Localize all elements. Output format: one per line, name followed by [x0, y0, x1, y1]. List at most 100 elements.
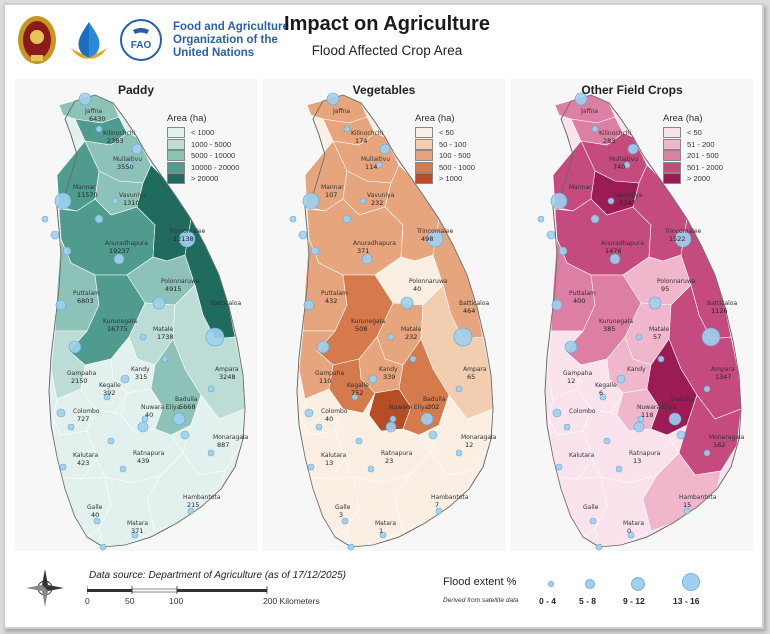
district-name-label: Jaffna	[332, 108, 350, 115]
flood-class-circle	[682, 573, 700, 591]
flood-class-label: 5 - 8	[579, 596, 597, 606]
district-value-label: 118	[641, 411, 653, 419]
district-name-label: Polonnaruwa	[161, 278, 200, 285]
district-name-label: Batticaloa	[707, 300, 737, 307]
district-value-label: 887	[217, 441, 229, 449]
flood-extent-marker	[379, 143, 391, 155]
legend-swatch	[663, 127, 681, 139]
district-matara	[594, 474, 658, 548]
legend-label: 500 - 1000	[439, 162, 475, 172]
district-value-label: 4915	[165, 285, 182, 293]
flood-extent-marker	[455, 385, 463, 393]
district-name-label: Kilinochchi	[351, 130, 384, 137]
map-frame: FAO Food and Agriculture Organization of…	[3, 3, 764, 629]
district-value-label: 464	[463, 307, 475, 315]
district-value-label: 110	[319, 377, 331, 385]
map-panel-vegetables: Jaffna Kilinochchi 174 Mullaitivu 114 Mannar 1…	[263, 79, 505, 551]
flood-extent-marker	[623, 161, 631, 169]
district-name-label: Kandy	[379, 366, 398, 373]
district-value-label: 65	[467, 373, 475, 381]
legend-swatch	[415, 173, 433, 185]
district-value-label: 400	[573, 297, 585, 305]
legend-row: 51 - 200	[663, 138, 723, 151]
flood-extent-marker	[107, 437, 115, 445]
district-name-label: Anuradhapura	[105, 240, 148, 247]
district-name-label: Mullaitivu	[609, 156, 638, 163]
legend-swatch	[663, 150, 681, 162]
district-name-label: Kilinochchi	[103, 130, 136, 137]
legend-row: 1000 - 5000	[167, 138, 239, 151]
flood-extent-marker	[113, 253, 125, 265]
district-name-label: Kurunegala	[351, 318, 385, 325]
district-value-label: 232	[371, 199, 383, 207]
district-name-label: Kilinochchi	[599, 130, 632, 137]
flood-extent-marker	[302, 192, 320, 210]
district-name-label: Ratnapura	[629, 450, 661, 457]
flood-extent-marker	[326, 92, 340, 106]
legend-label: > 20000	[191, 174, 219, 184]
legend-label: 5000 - 10000	[191, 151, 236, 161]
district-name-label: Hambantota	[679, 494, 717, 501]
legend-row: < 50	[415, 127, 475, 139]
flood-extent-marker	[95, 125, 103, 133]
district-value-label: 371	[357, 247, 369, 255]
flood-extent-marker	[316, 340, 330, 354]
legend-label: < 50	[687, 128, 702, 138]
district-name-label: Matara	[623, 520, 644, 527]
coastline	[544, 94, 742, 548]
legend-label: > 1000	[439, 174, 463, 184]
legend-label: 201 - 500	[687, 151, 719, 161]
district-name-label: Vavuniya	[615, 192, 643, 199]
flood-extent-marker	[435, 507, 443, 515]
district-value-label: 302	[427, 403, 439, 411]
district-name-label: Kandy	[131, 366, 150, 373]
district-name-label: Kegalle	[347, 382, 369, 389]
district-gampaha	[298, 330, 336, 400]
district-value-label: 283	[603, 137, 615, 145]
flood-extent-marker	[351, 393, 359, 401]
flood-extent-marker	[627, 143, 639, 155]
flood-extent-marker	[552, 408, 562, 418]
flood-extent-marker	[307, 463, 315, 471]
flood-extent-marker	[56, 408, 66, 418]
flood-extent-marker	[627, 531, 635, 539]
district-name-label: Puttalam	[569, 290, 596, 297]
district-name-label: Matara	[375, 520, 396, 527]
district-name-label: Badulla	[423, 396, 446, 403]
district-value-label: 1347	[715, 373, 732, 381]
flood-extent-marker	[389, 415, 397, 423]
flood-extent-marker	[111, 197, 119, 205]
district-value-label: 6430	[89, 115, 106, 123]
legend-swatch	[663, 173, 681, 185]
legend-swatch	[663, 138, 681, 150]
district-name-label: Trincomalee	[416, 228, 454, 235]
legend-row: 50 - 100	[415, 138, 475, 151]
flood-extent-marker	[607, 197, 615, 205]
flood-extent-marker	[342, 214, 352, 224]
flood-extent-marker	[387, 333, 395, 341]
district-name-label: Mannar	[321, 184, 344, 191]
district-value-label: 13	[633, 457, 641, 465]
district-value-label: 3550	[117, 163, 134, 171]
flood-extent-marker	[595, 543, 603, 551]
district-value-label: 439	[137, 457, 149, 465]
flood-extent-marker	[546, 230, 556, 240]
district-value-label: 12138	[173, 235, 194, 243]
flood-extent-marker	[178, 230, 196, 248]
district-value-label: 5668	[179, 403, 196, 411]
district-value-label: 95	[661, 285, 669, 293]
district-value-label: 1126	[711, 307, 728, 315]
district-value-label: 232	[405, 333, 417, 341]
district-gampaha	[50, 330, 88, 400]
district-name-label: Ratnapura	[133, 450, 165, 457]
district-name-label: Colombo	[321, 408, 348, 415]
district-name-label: Monaragala	[213, 434, 249, 441]
flood-extent-marker	[141, 415, 149, 423]
district-value-label: 1	[379, 527, 383, 535]
flood-class-circle	[585, 579, 595, 589]
legend-row: 5000 - 10000	[167, 150, 239, 162]
flood-extent-marker	[172, 412, 186, 426]
legend-title: Area (ha)	[167, 113, 207, 124]
flood-extent-marker	[426, 230, 444, 248]
